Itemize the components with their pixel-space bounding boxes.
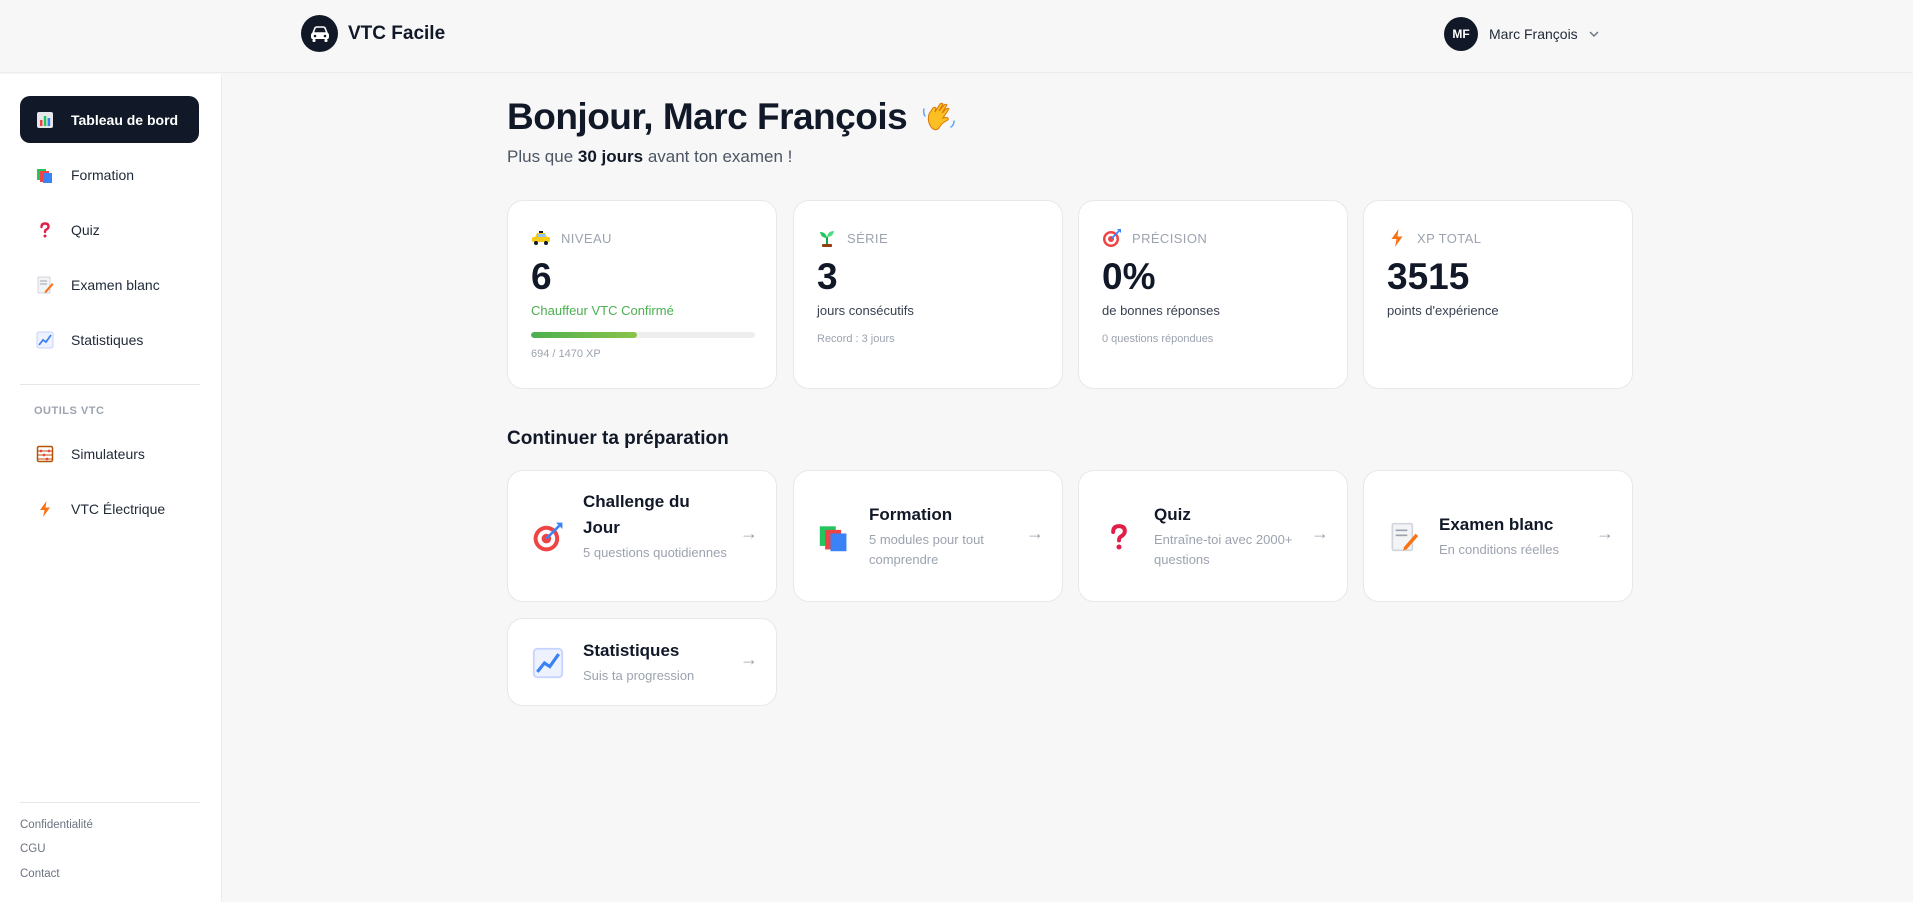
action-subtitle: 5 questions quotidiennes xyxy=(583,545,727,560)
sidebar-divider xyxy=(20,384,200,385)
chart-increasing-icon xyxy=(36,331,54,349)
sidebar-item-label: Quiz xyxy=(71,221,100,238)
sidebar-item-label: Simulateurs xyxy=(71,445,145,462)
bar-chart-icon xyxy=(36,111,54,129)
sidebar-item-tableau-de-bord[interactable]: Tableau de bord xyxy=(20,96,199,143)
top-header: VTC Facile MF Marc François xyxy=(0,0,1913,73)
avatar: MF xyxy=(1444,17,1478,51)
action-card-examen-blanc[interactable]: Examen blanc En conditions réelles → xyxy=(1363,470,1633,602)
stat-card-xp-total: XP TOTAL 3515 points d'expérience xyxy=(1363,200,1633,389)
sidebar-item-formation[interactable]: Formation xyxy=(20,151,199,198)
action-subtitle: Entraîne-toi avec 2000+ questions xyxy=(1154,532,1293,567)
brand-name: VTC Facile xyxy=(348,22,446,44)
action-card-challenge[interactable]: Challenge du Jour 5 questions quotidienn… xyxy=(507,470,777,602)
sidebar-item-label: VTC Électrique xyxy=(71,500,166,517)
footer-link-cgu[interactable]: CGU xyxy=(20,843,46,855)
xp-progress-fill xyxy=(531,332,637,338)
lightning-icon xyxy=(1387,228,1407,248)
sidebar-item-label: Examen blanc xyxy=(71,276,160,293)
sidebar-item-label: Statistiques xyxy=(71,331,144,348)
action-title: Challenge du Jour xyxy=(583,492,690,537)
stat-card-precision: PRÉCISION 0% de bonnes réponses 0 questi… xyxy=(1078,200,1348,389)
waving-hand-icon xyxy=(923,102,955,131)
page-subtitle: Plus que 30 jours avant ton examen ! xyxy=(507,147,792,167)
arrow-right-icon: → xyxy=(1311,523,1329,543)
brand[interactable]: VTC Facile xyxy=(301,15,445,52)
stat-note: Record : 3 jours xyxy=(817,333,895,345)
stat-label: XP TOTAL xyxy=(1417,230,1482,246)
user-name: Marc François xyxy=(1489,26,1578,42)
target-icon xyxy=(1102,228,1122,248)
stat-card-serie: SÉRIE 3 jours consécutifs Record : 3 jou… xyxy=(793,200,1063,389)
sidebar-item-statistiques[interactable]: Statistiques xyxy=(20,316,199,363)
action-subtitle: 5 modules pour tout comprendre xyxy=(869,532,984,567)
action-subtitle: En conditions réelles xyxy=(1439,542,1559,557)
stat-value: 3 xyxy=(817,256,838,297)
section-title: Continuer ta préparation xyxy=(507,428,729,449)
stat-desc: jours consécutifs xyxy=(817,303,914,318)
seedling-icon xyxy=(817,228,837,248)
books-icon xyxy=(36,166,54,184)
action-title: Formation xyxy=(869,505,953,524)
lightning-icon xyxy=(36,500,54,518)
sidebar-item-examen-blanc[interactable]: Examen blanc xyxy=(20,261,199,308)
memo-icon xyxy=(36,276,54,294)
arrow-right-icon: → xyxy=(1596,523,1614,543)
stat-value: 3515 xyxy=(1387,256,1470,297)
memo-icon xyxy=(1387,520,1421,554)
sidebar-item-label: Tableau de bord xyxy=(71,111,179,128)
stat-value: 0% xyxy=(1102,256,1156,297)
days-remaining: 30 jours xyxy=(577,147,644,166)
footer-link-contact[interactable]: Contact xyxy=(20,868,60,880)
sidebar-footer-divider xyxy=(20,802,200,803)
stat-card-niveau: NIVEAU 6 Chauffeur VTC Confirmé 694 / 14… xyxy=(507,200,777,389)
action-card-statistiques[interactable]: Statistiques Suis ta progression → xyxy=(507,618,777,706)
action-title: Statistiques xyxy=(583,641,680,660)
abacus-icon xyxy=(36,445,54,463)
books-icon xyxy=(817,520,851,554)
sidebar-item-simulateurs[interactable]: Simulateurs xyxy=(20,430,199,477)
stat-desc: de bonnes réponses xyxy=(1102,303,1220,318)
xp-progress-text: 694 / 1470 XP xyxy=(531,348,601,360)
section-label-outils: OUTILS VTC xyxy=(34,405,105,417)
chevron-down-icon xyxy=(1589,31,1599,37)
stat-label: PRÉCISION xyxy=(1132,230,1208,246)
question-mark-icon xyxy=(1102,520,1136,554)
subtitle-suffix: avant ton examen ! xyxy=(643,147,793,166)
car-logo-icon xyxy=(301,15,338,52)
stat-value: 6 xyxy=(531,256,552,297)
arrow-right-icon: → xyxy=(1026,523,1044,543)
action-title: Examen blanc xyxy=(1439,515,1554,534)
stat-note: 0 questions répondues xyxy=(1102,333,1214,345)
stat-label: SÉRIE xyxy=(847,230,889,246)
sidebar: Tableau de bord Formation Quiz Examen bl… xyxy=(0,74,222,902)
chart-increasing-icon xyxy=(531,646,565,680)
action-title: Quiz xyxy=(1154,505,1191,524)
action-subtitle: Suis ta progression xyxy=(583,668,695,683)
user-menu[interactable]: MF Marc François xyxy=(1444,17,1600,51)
xp-progress-bar xyxy=(531,332,755,338)
action-card-quiz[interactable]: Quiz Entraîne-toi avec 2000+ questions → xyxy=(1078,470,1348,602)
arrow-right-icon: → xyxy=(740,523,758,543)
target-icon xyxy=(531,520,565,554)
stat-desc: points d'expérience xyxy=(1387,303,1499,318)
subtitle-prefix: Plus que xyxy=(507,147,578,166)
sidebar-item-vtc-electrique[interactable]: VTC Électrique xyxy=(20,485,199,532)
sidebar-item-label: Formation xyxy=(71,166,135,183)
arrow-right-icon: → xyxy=(740,649,758,669)
sidebar-item-quiz[interactable]: Quiz xyxy=(20,206,199,253)
greeting-text: Bonjour, Marc François xyxy=(507,96,908,137)
page-title: Bonjour, Marc François xyxy=(507,96,959,138)
taxi-icon xyxy=(531,228,551,248)
question-mark-icon xyxy=(36,221,54,239)
footer-link-confidentialite[interactable]: Confidentialité xyxy=(20,819,93,831)
level-title: Chauffeur VTC Confirmé xyxy=(531,303,674,318)
stat-label: NIVEAU xyxy=(561,230,612,246)
action-card-formation[interactable]: Formation 5 modules pour tout comprendre… xyxy=(793,470,1063,602)
